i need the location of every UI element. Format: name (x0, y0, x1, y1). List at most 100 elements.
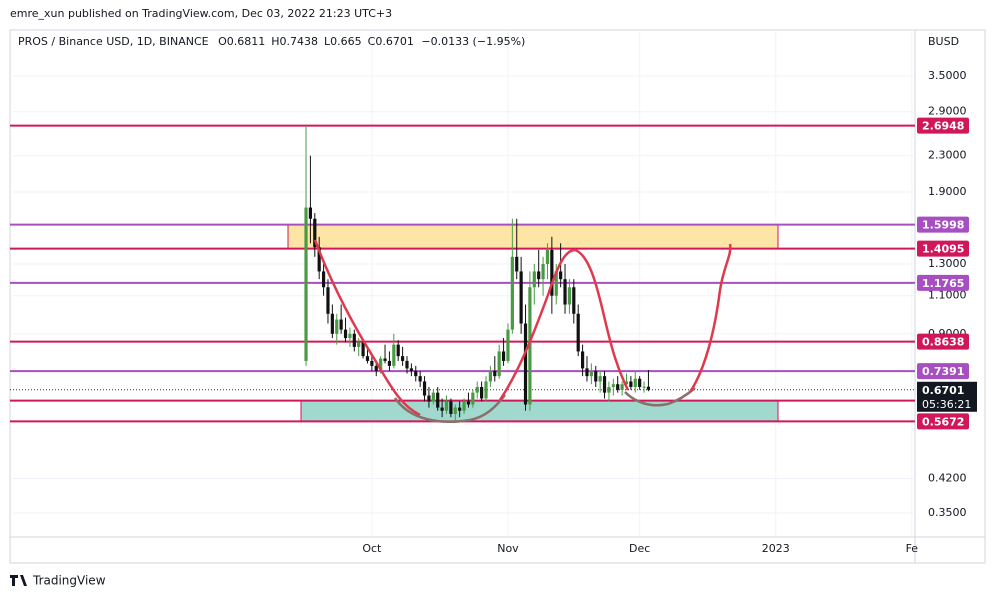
candle-body (642, 386, 646, 388)
y-tick-label: 1.1000 (928, 289, 967, 302)
candle-body (387, 360, 392, 366)
last-price-value: 0.6701 (922, 384, 964, 397)
chart-frame (9, 29, 986, 564)
candle-body (519, 271, 523, 324)
candle-body (550, 249, 554, 296)
level-label: 1.4095 (922, 243, 964, 256)
candle-body (585, 368, 589, 377)
legend-value: 0.665 (330, 35, 362, 48)
level-tag (917, 240, 969, 257)
candle-body (616, 384, 620, 390)
candle-body (326, 287, 330, 314)
candle-body (330, 313, 334, 334)
candle-body (480, 386, 484, 399)
candle-body (361, 342, 365, 357)
legend-symbol: PROS / Binance USD, 1D, BINANCE (18, 35, 209, 48)
last-price-tag (917, 381, 977, 412)
candle-body (545, 249, 550, 264)
candle-body (383, 358, 387, 361)
candle-body (379, 358, 383, 371)
candle-body (572, 287, 576, 314)
candle-body (321, 271, 326, 288)
legend-change: −0.0133 (−1.95%) (421, 35, 525, 48)
candle-body (458, 407, 462, 411)
level-label: 0.5672 (922, 415, 964, 428)
candle-body (532, 271, 536, 288)
candle-body (308, 207, 313, 219)
candle-body (339, 319, 343, 330)
candle-body (537, 271, 541, 280)
legend: PROS / Binance USD, 1D, BINANCE O0.6811 H… (18, 35, 525, 48)
publisher-line: emre_xun published on TradingView.com, D… (10, 7, 392, 20)
candle-body (523, 323, 528, 405)
level-tag (917, 413, 969, 430)
candle-body (580, 351, 585, 369)
level-tag (917, 333, 969, 350)
level-tag (917, 363, 969, 380)
legend-label: H (271, 35, 279, 48)
candle-body (528, 287, 532, 405)
candle-body (541, 263, 545, 280)
candle-body (462, 401, 466, 411)
candle-body (392, 344, 396, 366)
candle-body (466, 401, 471, 405)
candle-body (335, 319, 339, 334)
candle-body (414, 370, 418, 377)
candle-body (370, 360, 374, 366)
candle-body (348, 333, 352, 339)
candle-body (409, 368, 413, 371)
y-tick-label: 1.9000 (928, 185, 967, 198)
candle-body (497, 351, 501, 377)
level-tag (917, 274, 969, 291)
candle-body (436, 392, 440, 408)
legend-label: O (218, 35, 227, 48)
level-tag (917, 216, 969, 233)
candle-body (559, 271, 563, 280)
candle-body (317, 247, 321, 272)
hand-drawn-curve (313, 239, 421, 417)
candle-body (607, 386, 611, 393)
candle-body (418, 376, 422, 382)
footer-logo: TradingView (10, 574, 106, 588)
candle-body (515, 256, 519, 272)
candle-body (563, 279, 567, 305)
y-tick-label: 2.9000 (928, 105, 967, 118)
candle-body (589, 370, 593, 377)
candle-body (471, 392, 475, 405)
x-tick-label: Fe (906, 542, 919, 555)
candle-body (484, 381, 488, 399)
candle-body (594, 370, 598, 382)
candle-body (611, 384, 615, 387)
legend-label: C (368, 35, 376, 48)
level-label: 1.5998 (922, 219, 964, 232)
legend-value: 0.6811 (227, 35, 266, 48)
hand-drawn-curve (498, 248, 630, 401)
candle-body (638, 378, 642, 387)
candle-body (629, 381, 633, 387)
candle-body (431, 392, 435, 402)
candle-body (313, 218, 317, 248)
candle-body (357, 342, 361, 347)
candle-body (510, 256, 514, 330)
legend-value: 0.7438 (280, 35, 319, 48)
candle-body (396, 344, 400, 357)
hand-drawn-curve (688, 243, 732, 393)
zone (287, 224, 779, 250)
brand: TradingView (32, 574, 106, 588)
axis-currency: BUSD (928, 35, 959, 48)
zone (300, 400, 779, 422)
candle-body (352, 333, 356, 347)
candle-body (365, 356, 370, 361)
candle-body (440, 407, 444, 411)
candle-body (633, 378, 637, 387)
x-tick-label: Nov (497, 542, 519, 555)
x-tick-label: Oct (362, 542, 382, 555)
candle-body (598, 376, 602, 382)
y-tick-label: 0.4200 (928, 471, 967, 484)
price-axis-labels: 3.50002.90002.30001.90001.30001.10000.90… (362, 69, 977, 555)
candle-body (620, 384, 624, 390)
candle-body (427, 395, 431, 402)
candle-body (554, 271, 558, 296)
